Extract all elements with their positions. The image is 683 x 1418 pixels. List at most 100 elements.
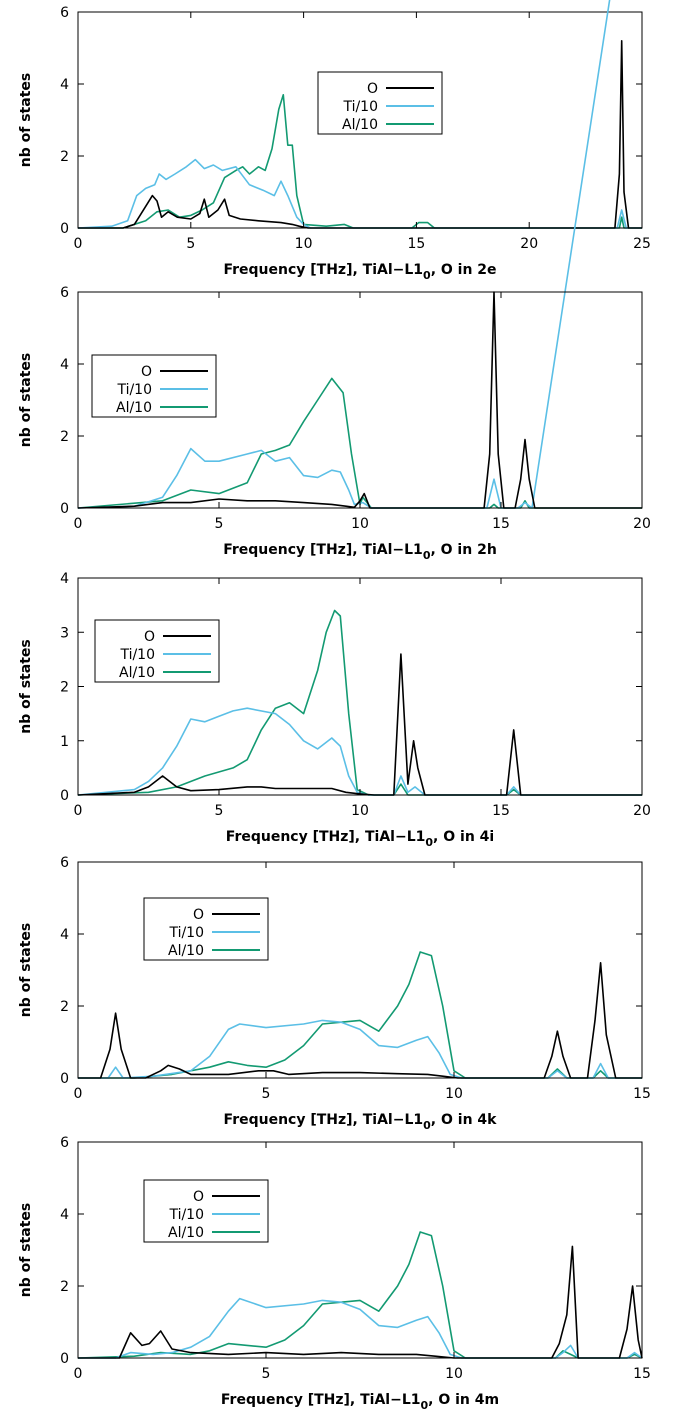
panel-5-y-tick-label: 2 (60, 1279, 69, 1295)
panel-5-x-tick-label: 5 (262, 1366, 271, 1382)
panel-3-y-axis-label: nb of states (18, 639, 34, 733)
panel-1-legend-label-o: O (367, 81, 378, 97)
panel-3-legend: O Ti/10 Al/10 (94, 619, 220, 683)
panel-4-y-tick-label: 2 (60, 999, 69, 1015)
panel-5-x-axis-label: Frequency [THz], TiAl−L10, O in 4m (221, 1392, 499, 1412)
panel-3-y-tick-label: 3 (60, 625, 69, 641)
panel-5-plot-frame (77, 1141, 643, 1359)
panel-4-x-axis-label-sub: 0 (423, 1119, 431, 1132)
panel-1-series-o-line (78, 39, 642, 229)
panel-5-series-al-10-line (77, 1231, 643, 1359)
panel-3-x-axis-label-sub: 0 (425, 836, 433, 849)
panel-1-x-tick-label: 25 (633, 236, 651, 252)
panel-2-x-axis-label-suffix: , O in 2h (430, 542, 496, 558)
panel-5-series-ti-10-line (78, 1297, 643, 1359)
panel-2-y-tick-label: 0 (60, 501, 69, 517)
panel-1-x-axis-label: Frequency [THz], TiAl−L10, O in 2e (223, 262, 496, 282)
panel-5-y-tick-label: 6 (60, 1135, 69, 1151)
panel-2-x-tick-label: 5 (215, 516, 224, 532)
panel-3-x-tick-label: 0 (74, 803, 83, 819)
panel-5-y-tick-label: 0 (60, 1351, 69, 1367)
panel-5-legend-label-al-10: Al/10 (168, 1225, 204, 1241)
panel-5-y-tick-label: 4 (60, 1207, 69, 1223)
panel-3-legend-label-al-10: Al/10 (119, 665, 155, 681)
panel-4-x-axis-label-suffix: , O in 4k (431, 1112, 497, 1128)
panel-2-series-ti-10-line (77, 0, 611, 509)
panel-5-x-axis-label-main: Frequency [THz], TiAl−L1 (221, 1392, 421, 1408)
panel-2-legend-label-o: O (141, 364, 152, 380)
panel-1-y-tick-label: 4 (60, 77, 69, 93)
panel-1-x-tick-label: 0 (74, 236, 83, 252)
panel-3: 0 5 10 15 20 0 1 2 3 4 nb of states Frequency [THz]… (18, 571, 651, 849)
panel-5-x-tick-label: 15 (633, 1366, 651, 1382)
panel-5: 0 5 10 15 0 2 4 6 nb of states Frequency [THz], T… (18, 1135, 651, 1412)
panel-1-legend-label-ti-10: Ti/10 (342, 99, 378, 115)
panel-5-legend: O Ti/10 Al/10 (143, 1179, 269, 1243)
panel-4-x-axis-label: Frequency [THz], TiAl−L10, O in 4k (224, 1112, 498, 1132)
panel-1-x-tick-label: 10 (295, 236, 313, 252)
panel-3-y-tick-label: 1 (60, 734, 69, 750)
panel-1: 0 5 10 15 20 25 0 2 4 6 nb of states Frequency [THz… (18, 5, 651, 282)
panel-1-y-axis-label: nb of states (18, 73, 34, 167)
panel-5-y-axis-label: nb of states (18, 1203, 34, 1297)
panel-2-y-axis-label: nb of states (18, 353, 34, 447)
panel-1-x-tick-label: 20 (520, 236, 538, 252)
panel-2-legend-label-ti-10: Ti/10 (116, 382, 152, 398)
panel-5-x-axis-label-sub: 0 (421, 1399, 429, 1412)
panel-5-legend-label-ti-10: Ti/10 (168, 1207, 204, 1223)
panel-5-x-axis-label-suffix: , O in 4m (428, 1392, 499, 1408)
panel-1-y-tick-label: 6 (60, 5, 69, 21)
panel-1-legend-label-al-10: Al/10 (342, 117, 378, 133)
panel-2-x-tick-label: 10 (351, 516, 369, 532)
panel-1-series-ti-10-line (77, 158, 642, 229)
panel-5-series-o-line (78, 1245, 643, 1359)
panel-2-x-axis-label: Frequency [THz], TiAl−L10, O in 2h (223, 542, 497, 562)
panel-1-y-tick-label: 2 (60, 149, 69, 165)
panel-3-x-axis-label-suffix: , O in 4i (433, 829, 494, 845)
panel-3-plot-frame (77, 577, 643, 796)
panel-4-x-tick-label: 0 (74, 1086, 83, 1102)
panel-3-x-tick-label: 20 (633, 803, 651, 819)
panel-1-x-axis-label-main: Frequency [THz], TiAl−L1 (223, 262, 423, 278)
panel-2-x-axis-label-main: Frequency [THz], TiAl−L1 (223, 542, 423, 558)
panel-1-x-tick-label: 5 (186, 236, 195, 252)
panel-4-plot-frame (77, 861, 643, 1079)
panel-5-x-tick-label: 0 (74, 1366, 83, 1382)
panel-4-x-axis-label-main: Frequency [THz], TiAl−L1 (224, 1112, 424, 1128)
panel-2-series-o-line (77, 291, 642, 509)
panel-4-x-tick-label: 10 (445, 1086, 463, 1102)
panel-3-y-tick-label: 2 (60, 680, 69, 696)
panel-1-x-axis-label-suffix: , O in 2e (431, 262, 497, 278)
panel-4-series-al-10-line (78, 951, 642, 1079)
panel-3-legend-label-ti-10: Ti/10 (119, 647, 155, 663)
panel-4-series-ti-10-line (78, 1019, 642, 1079)
panel-2-y-tick-label: 2 (60, 429, 69, 445)
panel-5-legend-label-o: O (193, 1189, 204, 1205)
panel-3-legend-label-o: O (144, 629, 155, 645)
panel-1-y-tick-label: 0 (60, 221, 69, 237)
panel-1-x-tick-label: 15 (407, 236, 425, 252)
panel-2-legend-label-al-10: Al/10 (116, 400, 152, 416)
panel-4-y-tick-label: 6 (60, 855, 69, 871)
panel-2-legend: O Ti/10 Al/10 (91, 354, 217, 418)
panel-4-x-tick-label: 5 (262, 1086, 271, 1102)
panel-2-x-tick-label: 20 (633, 516, 651, 532)
panel-3-x-axis-label: Frequency [THz], TiAl−L10, O in 4i (226, 829, 494, 849)
panel-4-y-axis-label: nb of states (18, 923, 34, 1017)
panel-4-x-tick-label: 15 (633, 1086, 651, 1102)
panel-4-y-tick-label: 0 (60, 1071, 69, 1087)
panel-2-x-tick-label: 15 (492, 516, 510, 532)
panel-4-legend: O Ti/10 Al/10 (143, 897, 269, 961)
panel-2-y-tick-label: 4 (60, 357, 69, 373)
panel-3-x-tick-label: 10 (351, 803, 369, 819)
panel-1-x-axis-label-sub: 0 (423, 269, 431, 282)
panel-2-y-tick-label: 6 (60, 285, 69, 301)
panel-2-x-axis-label-sub: 0 (423, 549, 431, 562)
panel-3-y-tick-label: 0 (60, 788, 69, 804)
panel-2-x-tick-label: 0 (74, 516, 83, 532)
panel-4-legend-label-al-10: Al/10 (168, 943, 204, 959)
panel-3-y-tick-label: 4 (60, 571, 69, 587)
panel-1-series-al-10-line (78, 94, 642, 229)
